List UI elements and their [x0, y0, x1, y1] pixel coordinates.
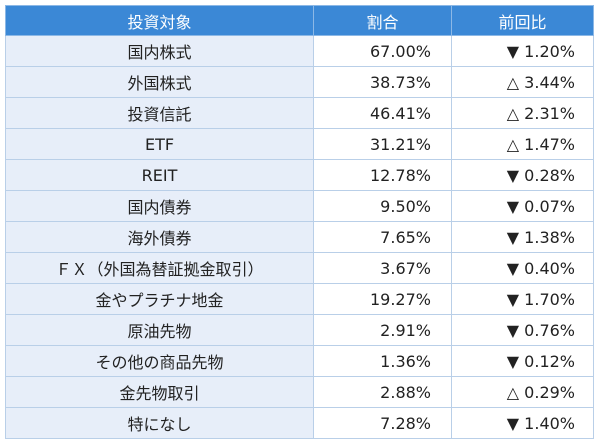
header-row: 投資対象 割合 前回比: [5, 5, 594, 36]
table-body: 国内株式 67.00% ▼ 1.20% 外国株式 38.73% △ 3.44% …: [5, 35, 594, 439]
table-row: 投資信託 46.41% △ 2.31%: [5, 97, 594, 129]
table-header: 投資対象 割合 前回比: [5, 5, 594, 36]
share-cell: 2.91%: [313, 314, 452, 346]
share-cell: 3.67%: [313, 252, 452, 284]
category-cell: 投資信託: [5, 97, 314, 129]
category-cell: 金先物取引: [5, 376, 314, 408]
category-cell: 国内債券: [5, 190, 314, 222]
share-cell: 46.41%: [313, 97, 452, 129]
change-cell: △ 0.29%: [451, 376, 594, 408]
table-row: 金やプラチナ地金 19.27% ▼ 1.70%: [5, 283, 594, 315]
table-row: 原油先物 2.91% ▼ 0.76%: [5, 314, 594, 346]
change-cell: ▼ 0.40%: [451, 252, 594, 284]
table-row: ＦＸ（外国為替証拠金取引） 3.67% ▼ 0.40%: [5, 252, 594, 284]
category-cell: 金やプラチナ地金: [5, 283, 314, 315]
category-cell: 原油先物: [5, 314, 314, 346]
share-cell: 12.78%: [313, 159, 452, 191]
category-cell: 特になし: [5, 407, 314, 439]
share-cell: 1.36%: [313, 345, 452, 377]
category-cell: 国内株式: [5, 35, 314, 67]
table-row: 金先物取引 2.88% △ 0.29%: [5, 376, 594, 408]
table-row: 国内債券 9.50% ▼ 0.07%: [5, 190, 594, 222]
share-cell: 67.00%: [313, 35, 452, 67]
change-cell: △ 3.44%: [451, 66, 594, 98]
change-cell: ▼ 1.20%: [451, 35, 594, 67]
share-cell: 19.27%: [313, 283, 452, 315]
table-row: ETF 31.21% △ 1.47%: [5, 128, 594, 160]
investment-table: 投資対象 割合 前回比 国内株式 67.00% ▼ 1.20% 外国株式 38.…: [5, 5, 594, 439]
category-cell: REIT: [5, 159, 314, 191]
table-row: REIT 12.78% ▼ 0.28%: [5, 159, 594, 191]
share-cell: 9.50%: [313, 190, 452, 222]
share-cell: 2.88%: [313, 376, 452, 408]
table-row: その他の商品先物 1.36% ▼ 0.12%: [5, 345, 594, 377]
header-share: 割合: [313, 5, 452, 36]
share-cell: 31.21%: [313, 128, 452, 160]
category-cell: 海外債券: [5, 221, 314, 253]
change-cell: ▼ 0.12%: [451, 345, 594, 377]
category-cell: その他の商品先物: [5, 345, 314, 377]
change-cell: △ 1.47%: [451, 128, 594, 160]
change-cell: △ 2.31%: [451, 97, 594, 129]
category-cell: 外国株式: [5, 66, 314, 98]
share-cell: 7.28%: [313, 407, 452, 439]
category-cell: ＦＸ（外国為替証拠金取引）: [5, 252, 314, 284]
change-cell: ▼ 1.38%: [451, 221, 594, 253]
share-cell: 7.65%: [313, 221, 452, 253]
change-cell: ▼ 0.28%: [451, 159, 594, 191]
table-row: 特になし 7.28% ▼ 1.40%: [5, 407, 594, 439]
table-row: 海外債券 7.65% ▼ 1.38%: [5, 221, 594, 253]
category-cell: ETF: [5, 128, 314, 160]
change-cell: ▼ 0.07%: [451, 190, 594, 222]
header-category: 投資対象: [5, 5, 314, 36]
change-cell: ▼ 0.76%: [451, 314, 594, 346]
table-row: 国内株式 67.00% ▼ 1.20%: [5, 35, 594, 67]
change-cell: ▼ 1.40%: [451, 407, 594, 439]
share-cell: 38.73%: [313, 66, 452, 98]
table-row: 外国株式 38.73% △ 3.44%: [5, 66, 594, 98]
change-cell: ▼ 1.70%: [451, 283, 594, 315]
header-change: 前回比: [451, 5, 594, 36]
